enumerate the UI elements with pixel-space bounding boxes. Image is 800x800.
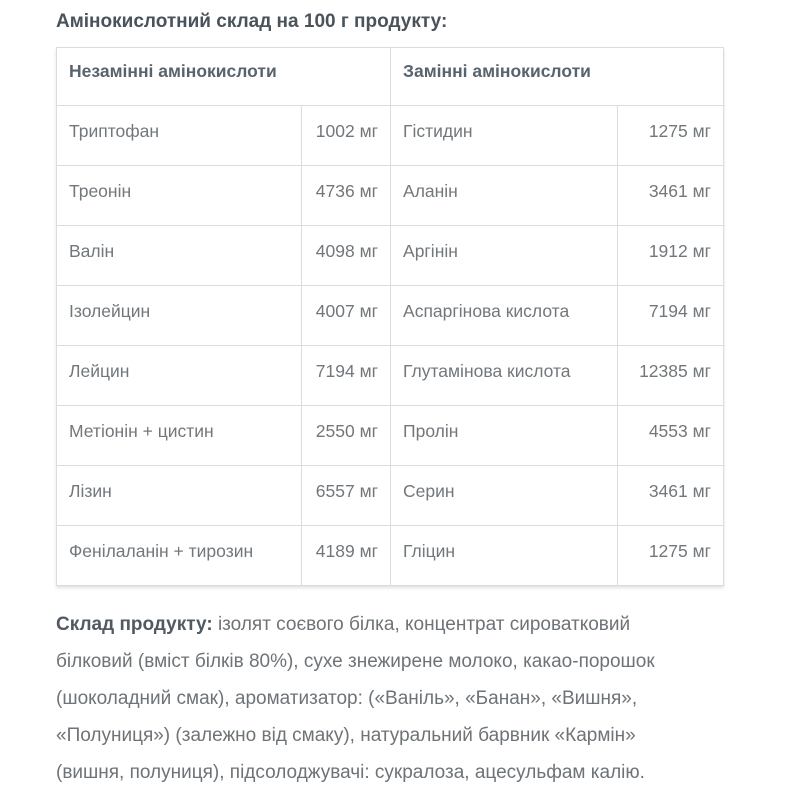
amino-name-left: Фенілаланін + тирозин <box>56 525 302 586</box>
composition-paragraph: Склад продукту: ізолят соєвого білка, ко… <box>56 606 762 791</box>
amino-value-right: 3461 мг <box>617 465 725 526</box>
amino-value-right: 4553 мг <box>617 405 725 466</box>
amino-value-right: 7194 мг <box>617 285 725 346</box>
amino-value-right: 3461 мг <box>617 165 725 226</box>
amino-name-left: Ізолейцин <box>56 285 302 346</box>
amino-name-right: Пролін <box>390 405 619 466</box>
composition-label: Склад продукту: <box>56 614 213 635</box>
amino-name-right: Гліцин <box>390 525 619 586</box>
amino-value-left: 7194 мг <box>300 345 392 406</box>
amino-name-left: Триптофан <box>56 105 302 166</box>
amino-name-left: Лейцин <box>56 345 302 406</box>
amino-value-right: 1275 мг <box>617 525 725 586</box>
table-row: Ізолейцин 4007 мг Аспаргінова кислота 71… <box>56 285 725 346</box>
table-row: Лейцин 7194 мг Глутамінова кислота 12385… <box>56 345 725 406</box>
column-header-nonessential: Замінні амінокислоти <box>390 47 725 106</box>
amino-value-left: 4189 мг <box>300 525 392 586</box>
table-row: Валін 4098 мг Аргінін 1912 мг <box>56 225 725 286</box>
amino-name-right: Гістидин <box>390 105 619 166</box>
amino-acid-table: Незамінні амінокислоти Замінні амінокисл… <box>55 47 725 586</box>
amino-value-left: 4098 мг <box>300 225 392 286</box>
composition-text: ізолят соєвого білка, концентрат сироват… <box>56 614 655 783</box>
amino-value-right: 1912 мг <box>617 225 725 286</box>
amino-value-left: 1002 мг <box>300 105 392 166</box>
amino-value-left: 4736 мг <box>300 165 392 226</box>
amino-value-right: 1275 мг <box>617 105 725 166</box>
amino-name-left: Метіонін + цистин <box>56 405 302 466</box>
amino-name-left: Валін <box>56 225 302 286</box>
table-header-row: Незамінні амінокислоти Замінні амінокисл… <box>55 47 725 106</box>
amino-name-right: Аргінін <box>390 225 619 286</box>
column-header-essential: Незамінні амінокислоти <box>55 47 392 106</box>
table-row: Триптофан 1002 мг Гістидин 1275 мг <box>56 105 725 166</box>
amino-name-left: Треонін <box>56 165 302 226</box>
amino-name-right: Аланін <box>390 165 619 226</box>
amino-value-left: 4007 мг <box>300 285 392 346</box>
table-row: Фенілаланін + тирозин 4189 мг Гліцин 127… <box>56 525 725 586</box>
table-row: Треонін 4736 мг Аланін 3461 мг <box>56 165 725 226</box>
amino-value-left: 6557 мг <box>300 465 392 526</box>
amino-table-head: Незамінні амінокислоти Замінні амінокисл… <box>55 47 725 106</box>
table-row: Метіонін + цистин 2550 мг Пролін 4553 мг <box>56 405 725 466</box>
amino-value-right: 12385 мг <box>617 345 725 406</box>
amino-name-right: Глутамінова кислота <box>390 345 619 406</box>
amino-table-body: Триптофан 1002 мг Гістидин 1275 мг Треон… <box>56 105 725 586</box>
amino-name-right: Аспаргінова кислота <box>390 285 619 346</box>
amino-name-right: Серин <box>390 465 619 526</box>
amino-name-left: Лізин <box>56 465 302 526</box>
table-row: Лізин 6557 мг Серин 3461 мг <box>56 465 725 526</box>
amino-value-left: 2550 мг <box>300 405 392 466</box>
page-title: Амінокислотний склад на 100 г продукту: <box>56 11 448 32</box>
